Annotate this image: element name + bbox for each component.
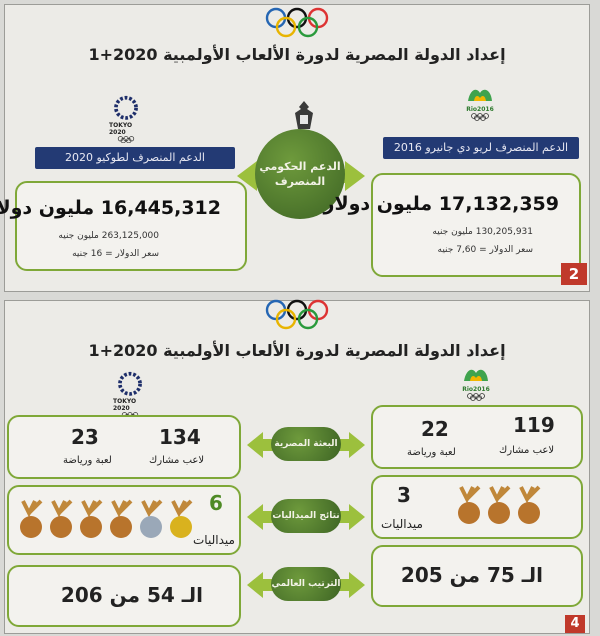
rio-emblem-icon: [468, 89, 492, 101]
rio-medals-icon: [458, 485, 541, 524]
support-center-label: الدعم الحكومي المنصرف: [255, 129, 345, 219]
tokyo-medals-cap: ميداليات: [193, 533, 235, 547]
mini-rings-icon: [471, 113, 489, 121]
tokyo-support-box: 16,445,312 مليون دولار 263,125,000 مليون…: [0, 181, 247, 271]
rio-medals-num: 3: [397, 483, 411, 507]
tokyo-amount: 16,445,312 مليون دولار: [0, 197, 221, 219]
rio-medals-box: 3 ميداليات: [371, 475, 583, 539]
page-title: إعداد الدولة المصرية لدورة الألعاب الأول…: [88, 341, 506, 360]
tokyo-medals-num: 6: [209, 491, 223, 515]
page-number: 4: [565, 615, 585, 633]
tokyo-sports-num: 23: [71, 425, 99, 449]
medals-label: نتائج الميداليات: [271, 499, 341, 533]
rio-players-num: 119: [513, 413, 555, 437]
tokyo-sports-cap: لعبة ورياضة: [63, 455, 112, 466]
page-title: إعداد الدولة المصرية لدورة الألعاب الأول…: [88, 45, 506, 64]
rio-sports-cap: لعبة ورياضة: [407, 447, 456, 458]
tokyo-rank: الـ 54 من 206: [60, 583, 203, 607]
tokyo-delegation-box: 134 لاعب مشارك 23 لعبة ورياضة: [7, 415, 241, 479]
rio-rank-box: الـ 75 من 205: [371, 545, 583, 607]
rio-support-banner: الدعم المنصرف لريو دي جانيرو 2016: [383, 137, 579, 159]
mini-rings-icon: [117, 135, 135, 143]
mini-rings-icon: [467, 393, 485, 401]
tokyo-medals-box: 6 ميداليات: [7, 485, 241, 555]
tokyo-medals-icon: [20, 499, 193, 538]
rio-rate: سعر الدولار = 7,60 جنيه: [437, 245, 534, 255]
rio-rank: الـ 75 من 205: [400, 563, 543, 587]
tokyo-emblem-icon: [118, 371, 142, 396]
rio-egp: 130,205,931 مليون جنيه: [432, 227, 533, 237]
olympic-rings-icon: [265, 7, 329, 38]
tokyo-logo: TOKYO 2020: [109, 95, 143, 143]
olympic-rings-icon: [265, 299, 329, 330]
section-badge: 2: [561, 263, 587, 285]
tokyo-rank-box: الـ 54 من 206: [7, 565, 241, 627]
delegation-label: البعثة المصرية: [271, 427, 341, 461]
tokyo-support-banner: الدعم المنصرف لطوكيو 2020: [35, 147, 235, 169]
tokyo-players-cap: لاعب مشارك: [149, 455, 205, 466]
tokyo-players-num: 134: [159, 425, 201, 449]
panel-results: إعداد الدولة المصرية لدورة الألعاب الأول…: [4, 299, 590, 634]
rio-amount: 17,132,359 مليون دولار: [323, 193, 559, 215]
rio-players-cap: لاعب مشارك: [499, 445, 555, 456]
rio-logo: Rio2016: [459, 363, 493, 411]
rio-logo: Rio2016: [463, 83, 497, 131]
rio-sports-num: 22: [421, 417, 449, 441]
tokyo-egp: 263,125,000 مليون جنيه: [58, 231, 159, 241]
rio-medals-cap: ميداليات: [381, 517, 423, 531]
egypt-eagle-icon: [295, 101, 313, 129]
rio-delegation-box: 119 لاعب مشارك 22 لعبة ورياضة: [371, 405, 583, 469]
tokyo-logo: TOKYO 2020: [113, 371, 147, 419]
tokyo-rate: سعر الدولار = 16 جنيه: [72, 249, 159, 259]
rio-support-box: 17,132,359 مليون دولار 130,205,931 مليون…: [324, 173, 581, 277]
rio-emblem-icon: [464, 369, 488, 381]
ranking-label: الترتيب العالمي: [271, 567, 341, 601]
panel-support: إعداد الدولة المصرية لدورة الألعاب الأول…: [0, 4, 590, 292]
tokyo-emblem-icon: [114, 95, 138, 120]
